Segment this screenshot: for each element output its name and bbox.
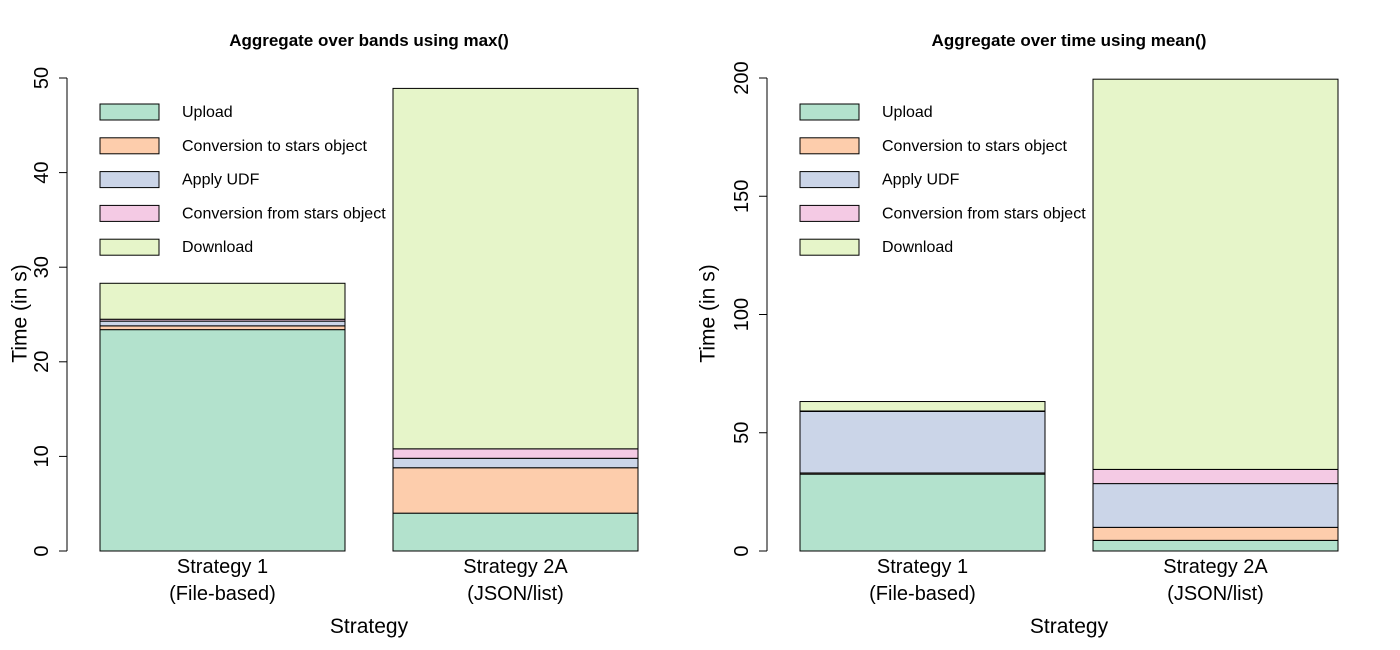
x-tick-label: Strategy 1 xyxy=(877,556,968,578)
bar-segment-download xyxy=(99,282,346,320)
y-tick-label: 200 xyxy=(731,61,753,94)
x-tick-label: Strategy 1 xyxy=(177,556,268,578)
legend-swatch xyxy=(799,171,860,189)
bar-segment-upload xyxy=(799,473,1046,552)
legend-label: Download xyxy=(182,239,253,256)
bar-segment-conversion-from-stars-object xyxy=(1092,468,1339,485)
legend-label: Apply UDF xyxy=(882,172,960,189)
bar-segment-upload xyxy=(1092,539,1339,552)
legend-label: Apply UDF xyxy=(182,172,260,189)
x-axis-label: Strategy xyxy=(330,615,409,638)
bar-segment-download xyxy=(392,87,639,450)
legend-swatch xyxy=(99,137,160,155)
bar-segment-apply-udf xyxy=(392,457,639,469)
legend-swatch xyxy=(799,137,860,155)
y-axis-label: Time (in s) xyxy=(9,264,32,362)
legend-label: Conversion to stars object xyxy=(882,138,1068,155)
bar-segment-apply-udf xyxy=(1092,483,1339,528)
y-tick-label: 50 xyxy=(731,422,753,444)
y-tick-label: 0 xyxy=(731,545,753,556)
legend-label: Upload xyxy=(182,104,233,121)
legend-swatch xyxy=(99,171,160,189)
legend-swatch xyxy=(99,238,160,256)
bar-segment-upload xyxy=(392,512,639,552)
y-tick-label: 20 xyxy=(31,351,53,373)
bar-segment-conversion-to-stars-object xyxy=(1092,526,1339,541)
bar-segment-download xyxy=(799,401,1046,412)
bar-segment-conversion-from-stars-object xyxy=(392,448,639,459)
x-tick-label-sub: (JSON/list) xyxy=(467,583,564,605)
legend-label: Download xyxy=(882,239,953,256)
chart-title: Aggregate over time using mean() xyxy=(932,31,1207,50)
bar-segment-apply-udf xyxy=(99,320,346,327)
bar-segment-upload xyxy=(99,329,346,552)
legend-label: Conversion to stars object xyxy=(182,138,368,155)
legend-swatch xyxy=(99,103,160,121)
bar-segment-download xyxy=(1092,78,1339,470)
y-tick-label: 150 xyxy=(731,180,753,213)
legend-swatch xyxy=(799,103,860,121)
chart-title: Aggregate over bands using max() xyxy=(229,31,509,50)
bar-segment-apply-udf xyxy=(799,410,1046,474)
x-tick-label-sub: (File-based) xyxy=(169,583,276,605)
x-tick-label: Strategy 2A xyxy=(463,556,568,578)
chart-panel-2: Aggregate over time using mean() 0 50 100 15… xyxy=(697,31,1339,638)
y-tick-label: 100 xyxy=(731,298,753,331)
legend-label: Conversion from stars object xyxy=(182,205,386,222)
legend-swatch xyxy=(99,204,160,222)
legend-swatch xyxy=(799,204,860,222)
y-tick-label: 40 xyxy=(31,161,53,183)
legend-label: Conversion from stars object xyxy=(882,205,1086,222)
bar-segment-conversion-to-stars-object xyxy=(392,467,639,514)
x-axis-label: Strategy xyxy=(1030,615,1109,638)
bar-segment-conversion-to-stars-object xyxy=(99,325,346,331)
y-tick-label: 10 xyxy=(31,445,53,467)
legend-swatch xyxy=(799,238,860,256)
y-tick-label: 50 xyxy=(31,67,53,89)
y-axis-label: Time (in s) xyxy=(697,264,720,362)
y-tick-label: 0 xyxy=(31,545,53,556)
x-tick-label-sub: (JSON/list) xyxy=(1167,583,1264,605)
y-tick-label: 30 xyxy=(31,256,53,278)
x-tick-label: Strategy 2A xyxy=(1163,556,1268,578)
chart-panel-1: Aggregate over bands using max() 0 10 20 30 4… xyxy=(9,31,639,638)
x-tick-label-sub: (File-based) xyxy=(869,583,976,605)
legend-label: Upload xyxy=(882,104,933,121)
legend: Upload Conversion to stars object Apply UD… xyxy=(99,103,386,256)
legend: Upload Conversion to stars object Apply UD… xyxy=(799,103,1086,256)
